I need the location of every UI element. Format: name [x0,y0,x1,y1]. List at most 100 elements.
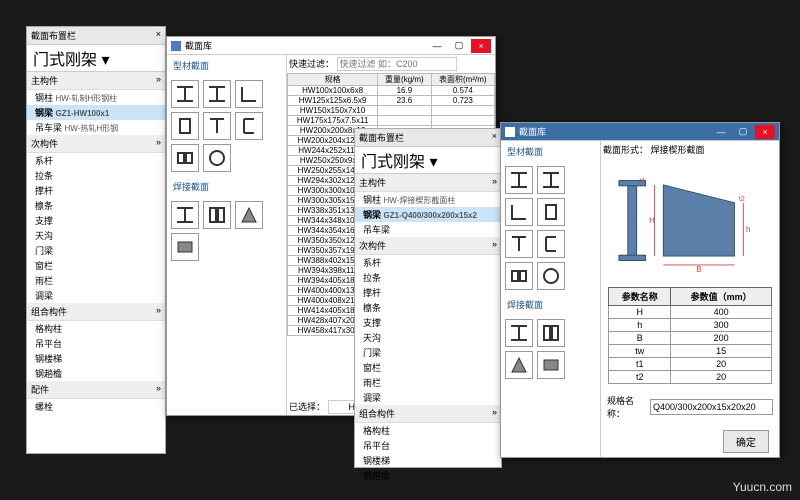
tree-group-header[interactable]: 次构件» [355,237,501,255]
table-row[interactable]: h300 [609,319,772,332]
table-row[interactable]: HW150x150x7x10 [288,106,495,116]
shape-option[interactable] [203,80,231,108]
dropdown[interactable]: 门式刚架 ▾ [27,45,165,72]
tree-item[interactable]: 拉条 [355,270,501,285]
tree-item[interactable]: 门梁 [27,243,165,258]
shape-option[interactable] [235,201,263,229]
tree-item[interactable]: 天沟 [355,330,501,345]
shape-palette: 型材截面 焊接截面 [501,141,601,457]
shape-option[interactable] [203,201,231,229]
tree-item[interactable]: 钢梁 GZ1-HW100x1 [27,105,165,120]
shape-option[interactable] [505,351,533,379]
filter-label: 快速过滤： [289,59,334,69]
minimize-button[interactable]: — [711,125,731,139]
tree-item[interactable]: 门梁 [355,345,501,360]
tree-item[interactable]: 拉条 [27,168,165,183]
shape-option[interactable] [171,233,199,261]
shape-option[interactable] [235,112,263,140]
tree-item[interactable]: 撑杆 [27,183,165,198]
spec-name-label: 规格名称： [607,394,644,420]
tree-item[interactable]: 撑杆 [355,285,501,300]
tree-item[interactable]: 支撑 [27,213,165,228]
table-row[interactable]: HW175x175x7.5x11 [288,116,495,126]
shape-option[interactable] [537,230,565,258]
shape-option[interactable] [505,198,533,226]
table-row[interactable]: B200 [609,332,772,345]
shape-option[interactable] [537,319,565,347]
tree-item[interactable]: 钢楼梯 [355,453,501,468]
tree-item[interactable]: 雨栏 [355,375,501,390]
tree-item[interactable]: 檩条 [27,198,165,213]
table-row[interactable]: t120 [609,358,772,371]
tree-item[interactable]: 格构柱 [27,321,165,336]
close-icon[interactable]: × [492,131,497,144]
tree-item[interactable]: 吊车梁 [355,222,501,237]
tree-item[interactable]: 窗栏 [27,258,165,273]
shape-option[interactable] [171,144,199,172]
shape-option[interactable] [203,112,231,140]
tree-item[interactable]: 吊车梁 HW-热轧H形钢 [27,120,165,135]
section-welded-title: 焊接截面 [501,294,600,315]
tree-group-header[interactable]: 组合构件» [27,303,165,321]
minimize-button[interactable]: — [427,39,447,53]
tree-item[interactable]: 雨栏 [27,273,165,288]
table-row[interactable]: tw15 [609,345,772,358]
tree-item[interactable]: 格构柱 [355,423,501,438]
tree-item[interactable]: 檩条 [355,300,501,315]
tree-group-header[interactable]: 配件» [27,381,165,399]
table-row[interactable]: HW100x100x6x816.90.574 [288,86,495,96]
tree-item[interactable]: 钢柱 HW-轧制H形钢柱 [27,90,165,105]
form-value: 焊接楔形截面 [651,145,705,155]
tree-group-header[interactable]: 主构件» [355,174,501,192]
close-button[interactable]: × [471,39,491,53]
tree-item[interactable]: 调梁 [27,288,165,303]
tree-item[interactable]: 钢趟檐 [27,366,165,381]
section-profile-title: 型材截面 [501,141,600,162]
tree-item[interactable]: 支撑 [355,315,501,330]
shape-option[interactable] [505,262,533,290]
tree-item[interactable]: 螺栓 [27,399,165,414]
tree-item[interactable]: 窗栏 [355,360,501,375]
form-row: 截面形式： 焊接楔形截面 [601,141,779,158]
ok-button[interactable]: 确定 [723,430,769,453]
tree-item[interactable]: 天沟 [27,228,165,243]
table-row[interactable]: HW125x125x6.5x923.60.723 [288,96,495,106]
dropdown[interactable]: 门式刚架 ▾ [355,147,501,174]
table-row[interactable]: t220 [609,371,772,384]
shape-option[interactable] [505,230,533,258]
filter-input[interactable] [337,57,457,71]
shape-option[interactable] [171,201,199,229]
shape-option[interactable] [171,112,199,140]
tree-item[interactable]: 系杆 [27,153,165,168]
tree-item[interactable]: 吊平台 [27,336,165,351]
maximize-button[interactable]: ▢ [449,39,469,53]
tree-item[interactable]: 钢趟檐 [355,468,501,480]
shape-option[interactable] [235,80,263,108]
tree-item[interactable]: 系杆 [355,255,501,270]
left-tree: 主构件»钢柱 HW-轧制H形钢柱钢梁 GZ1-HW100x1吊车梁 HW-热轧H… [27,72,165,466]
table-row[interactable]: H400 [609,306,772,319]
tree-group-header[interactable]: 次构件» [27,135,165,153]
mid-panel: 截面布置栏 × 门式刚架 ▾ 主构件»钢柱 HW-焊接楔形截面柱钢梁 GZ1-Q4… [354,128,502,468]
tree-group-header[interactable]: 组合构件» [355,405,501,423]
tree-item[interactable]: 钢楼梯 [27,351,165,366]
shape-option[interactable] [537,166,565,194]
maximize-button[interactable]: ▢ [733,125,753,139]
tree-item[interactable]: 调梁 [355,390,501,405]
tree-item[interactable]: 钢梁 GZ1-Q400/300x200x15x2 [355,207,501,222]
close-icon[interactable]: × [156,29,161,42]
shape-option[interactable] [505,166,533,194]
tree-item[interactable]: 吊平台 [355,438,501,453]
shape-option[interactable] [537,262,565,290]
shape-option[interactable] [537,198,565,226]
spec-name-input[interactable] [650,399,773,415]
shape-option[interactable] [505,319,533,347]
shape-option[interactable] [537,351,565,379]
shape-option[interactable] [171,80,199,108]
shape-option[interactable] [203,144,231,172]
tree-group-header[interactable]: 主构件» [27,72,165,90]
panel-title-text: 截面布置栏 [359,131,404,144]
close-button[interactable]: × [755,125,775,139]
tree-item[interactable]: 钢柱 HW-焊接楔形截面柱 [355,192,501,207]
svg-text:t2: t2 [739,195,745,203]
